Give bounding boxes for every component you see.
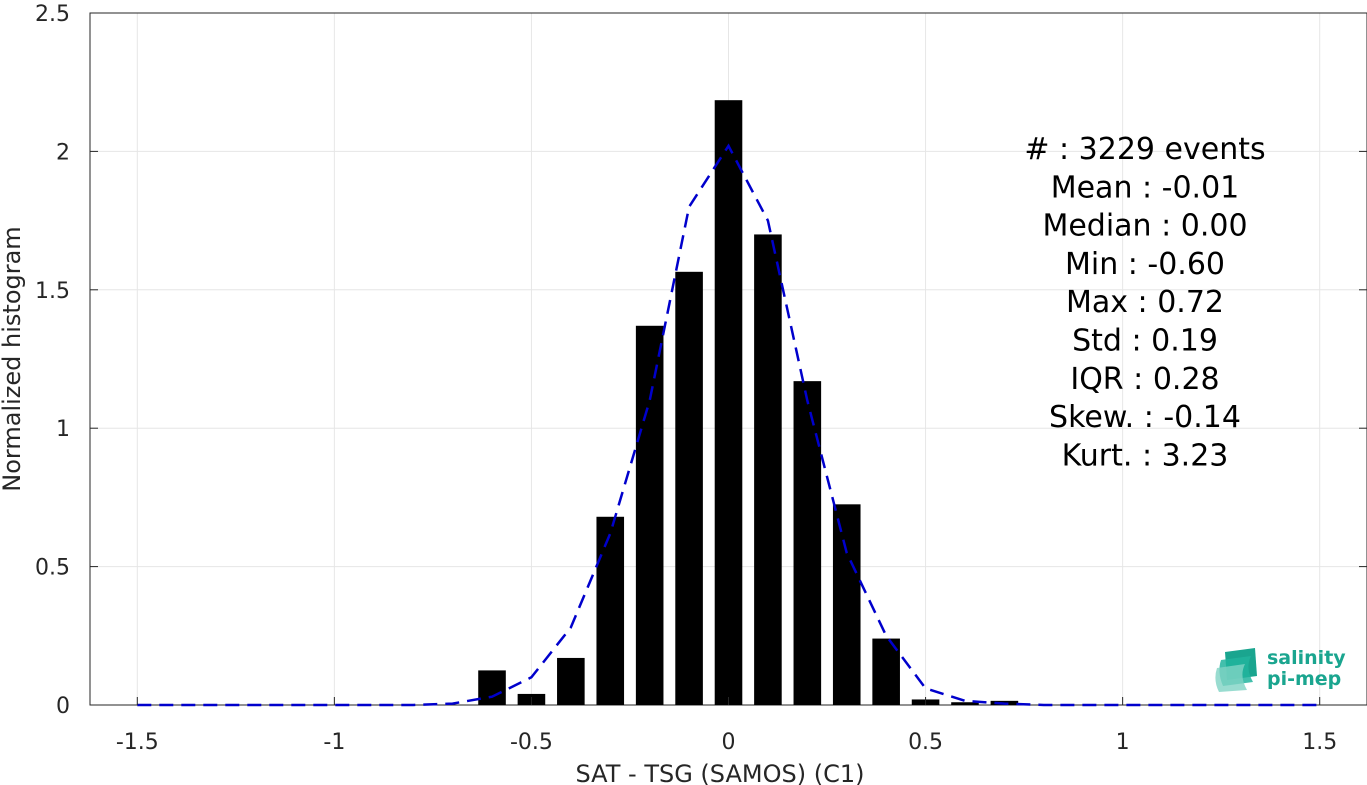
y-tick-label: 0.5 [35, 556, 70, 581]
y-tick-label: 2.5 [35, 2, 70, 27]
histogram-bar [714, 100, 743, 705]
stats-line: Median : 0.00 [1042, 209, 1247, 244]
histogram-bar [754, 234, 782, 705]
y-axis-ticks: 0 0.5 1 1.5 2 2.5 [35, 2, 1367, 719]
histogram-bars [478, 100, 1019, 705]
wave-logo-icon [1215, 648, 1257, 692]
histogram-bar [557, 657, 585, 705]
histogram-bar [596, 516, 625, 705]
x-tick-label: 0 [722, 730, 736, 755]
y-tick-label: 2 [56, 140, 70, 165]
stats-line: # : 3229 events [1024, 132, 1265, 167]
y-tick-label: 0 [56, 694, 70, 719]
histogram-bar [832, 504, 861, 705]
stats-line: Mean : -0.01 [1051, 170, 1240, 205]
stats-line: Std : 0.19 [1072, 324, 1218, 359]
histogram-bar [478, 670, 506, 705]
stats-line: Min : -0.60 [1065, 247, 1225, 282]
x-tick-label: -0.5 [510, 730, 553, 755]
stats-line: Max : 0.72 [1066, 285, 1224, 320]
histogram-bar [675, 271, 703, 705]
y-tick-label: 1.5 [35, 279, 70, 304]
histogram-bar [635, 325, 664, 705]
y-axis-label: Normalized histogram [0, 226, 26, 491]
logo-text-pimep: pi-mep [1267, 668, 1342, 690]
logo-text-salinity: salinity [1267, 647, 1346, 669]
histogram-bar [793, 381, 822, 705]
fit-curve [137, 143, 1320, 707]
stats-line: Kurt. : 3.23 [1062, 438, 1229, 473]
histogram-bar [951, 702, 979, 705]
y-tick-label: 1 [56, 417, 70, 442]
stats-line: Skew. : -0.14 [1049, 400, 1241, 435]
x-tick-label: 1.5 [1302, 730, 1337, 755]
x-tick-label: 0.5 [908, 730, 943, 755]
x-tick-label: 1 [1116, 730, 1130, 755]
salinity-pi-mep-logo: salinity pi-mep [1215, 646, 1350, 696]
x-axis-label: SAT - TSG (SAMOS) (C1) [576, 760, 865, 785]
x-axis-ticks: -1.5 -1 -0.5 0 0.5 1 1.5 [116, 697, 1337, 755]
x-tick-label: -1 [323, 730, 345, 755]
stats-line: IQR : 0.28 [1070, 362, 1219, 397]
x-tick-label: -1.5 [116, 730, 159, 755]
